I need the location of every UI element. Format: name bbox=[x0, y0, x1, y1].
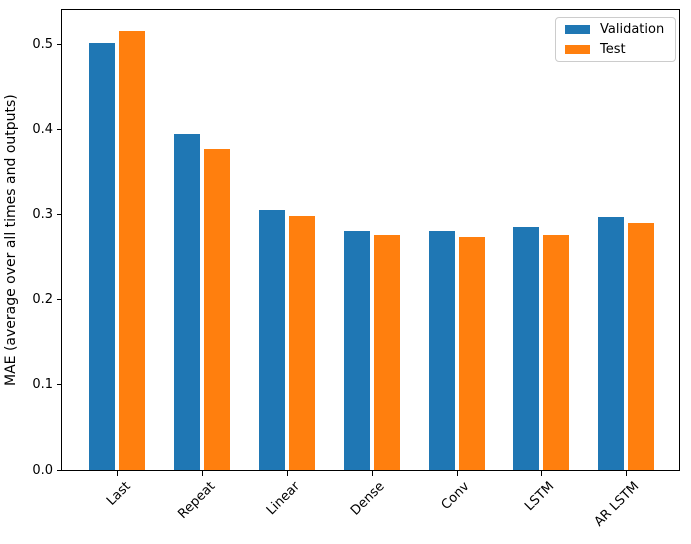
y-tick-mark bbox=[57, 128, 62, 130]
x-tick-mark bbox=[626, 471, 628, 476]
bar-test-dense bbox=[373, 234, 400, 470]
bar-validation-repeat bbox=[174, 133, 201, 470]
y-tick-mark bbox=[57, 213, 62, 215]
bar-validation-dense bbox=[343, 231, 370, 470]
legend-entry-validation: Validation bbox=[565, 22, 675, 37]
x-tick-label: LSTM bbox=[522, 479, 558, 515]
y-tick-mark bbox=[57, 469, 62, 471]
x-tick-mark bbox=[117, 471, 119, 476]
bar-test-lstm bbox=[543, 234, 570, 470]
y-axis-label: MAE (average over all times and outputs) bbox=[3, 94, 19, 386]
x-tick-label: Linear bbox=[263, 479, 303, 519]
y-tick-label: 0.5 bbox=[32, 36, 53, 52]
bar-test-last bbox=[119, 31, 146, 470]
y-tick-label: 0.2 bbox=[32, 292, 53, 308]
x-tick-mark bbox=[202, 471, 204, 476]
legend: Validation Test bbox=[555, 17, 676, 62]
legend-swatch-test bbox=[565, 44, 590, 54]
x-tick-label: Dense bbox=[348, 479, 388, 519]
bar-test-repeat bbox=[204, 148, 231, 470]
x-tick-label: AR LSTM bbox=[591, 479, 643, 530]
x-tick-label: Repeat bbox=[175, 479, 219, 522]
bar-validation-last bbox=[89, 43, 116, 470]
legend-label-validation: Validation bbox=[600, 22, 665, 38]
bar-test-ar-lstm bbox=[628, 222, 655, 470]
legend-swatch-validation bbox=[565, 25, 590, 35]
bar-test-conv bbox=[458, 237, 485, 470]
bar-validation-linear bbox=[258, 210, 285, 470]
y-tick-label: 0.1 bbox=[32, 377, 53, 393]
bar-validation-lstm bbox=[513, 227, 540, 470]
y-tick-label: 0.3 bbox=[32, 206, 53, 222]
y-tick-mark bbox=[57, 299, 62, 301]
y-tick-label: 0.0 bbox=[32, 462, 53, 478]
x-tick-mark bbox=[286, 471, 288, 476]
bar-validation-conv bbox=[428, 231, 455, 470]
plot-area bbox=[61, 9, 680, 471]
bar-test-linear bbox=[288, 216, 315, 470]
x-tick-label: Last bbox=[103, 479, 134, 509]
x-tick-mark bbox=[371, 471, 373, 476]
bar-validation-ar-lstm bbox=[598, 217, 625, 470]
y-tick-mark bbox=[57, 43, 62, 45]
y-tick-label: 0.4 bbox=[32, 121, 53, 137]
x-tick-mark bbox=[541, 471, 543, 476]
y-tick-mark bbox=[57, 384, 62, 386]
x-tick-label: Conv bbox=[438, 479, 473, 513]
legend-entry-test: Test bbox=[565, 42, 675, 57]
legend-label-test: Test bbox=[600, 41, 626, 57]
x-tick-mark bbox=[456, 471, 458, 476]
